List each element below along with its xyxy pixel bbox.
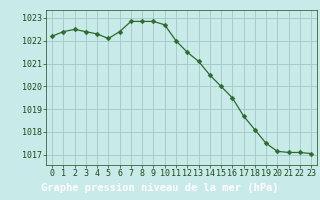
Text: Graphe pression niveau de la mer (hPa): Graphe pression niveau de la mer (hPa) (41, 183, 279, 193)
